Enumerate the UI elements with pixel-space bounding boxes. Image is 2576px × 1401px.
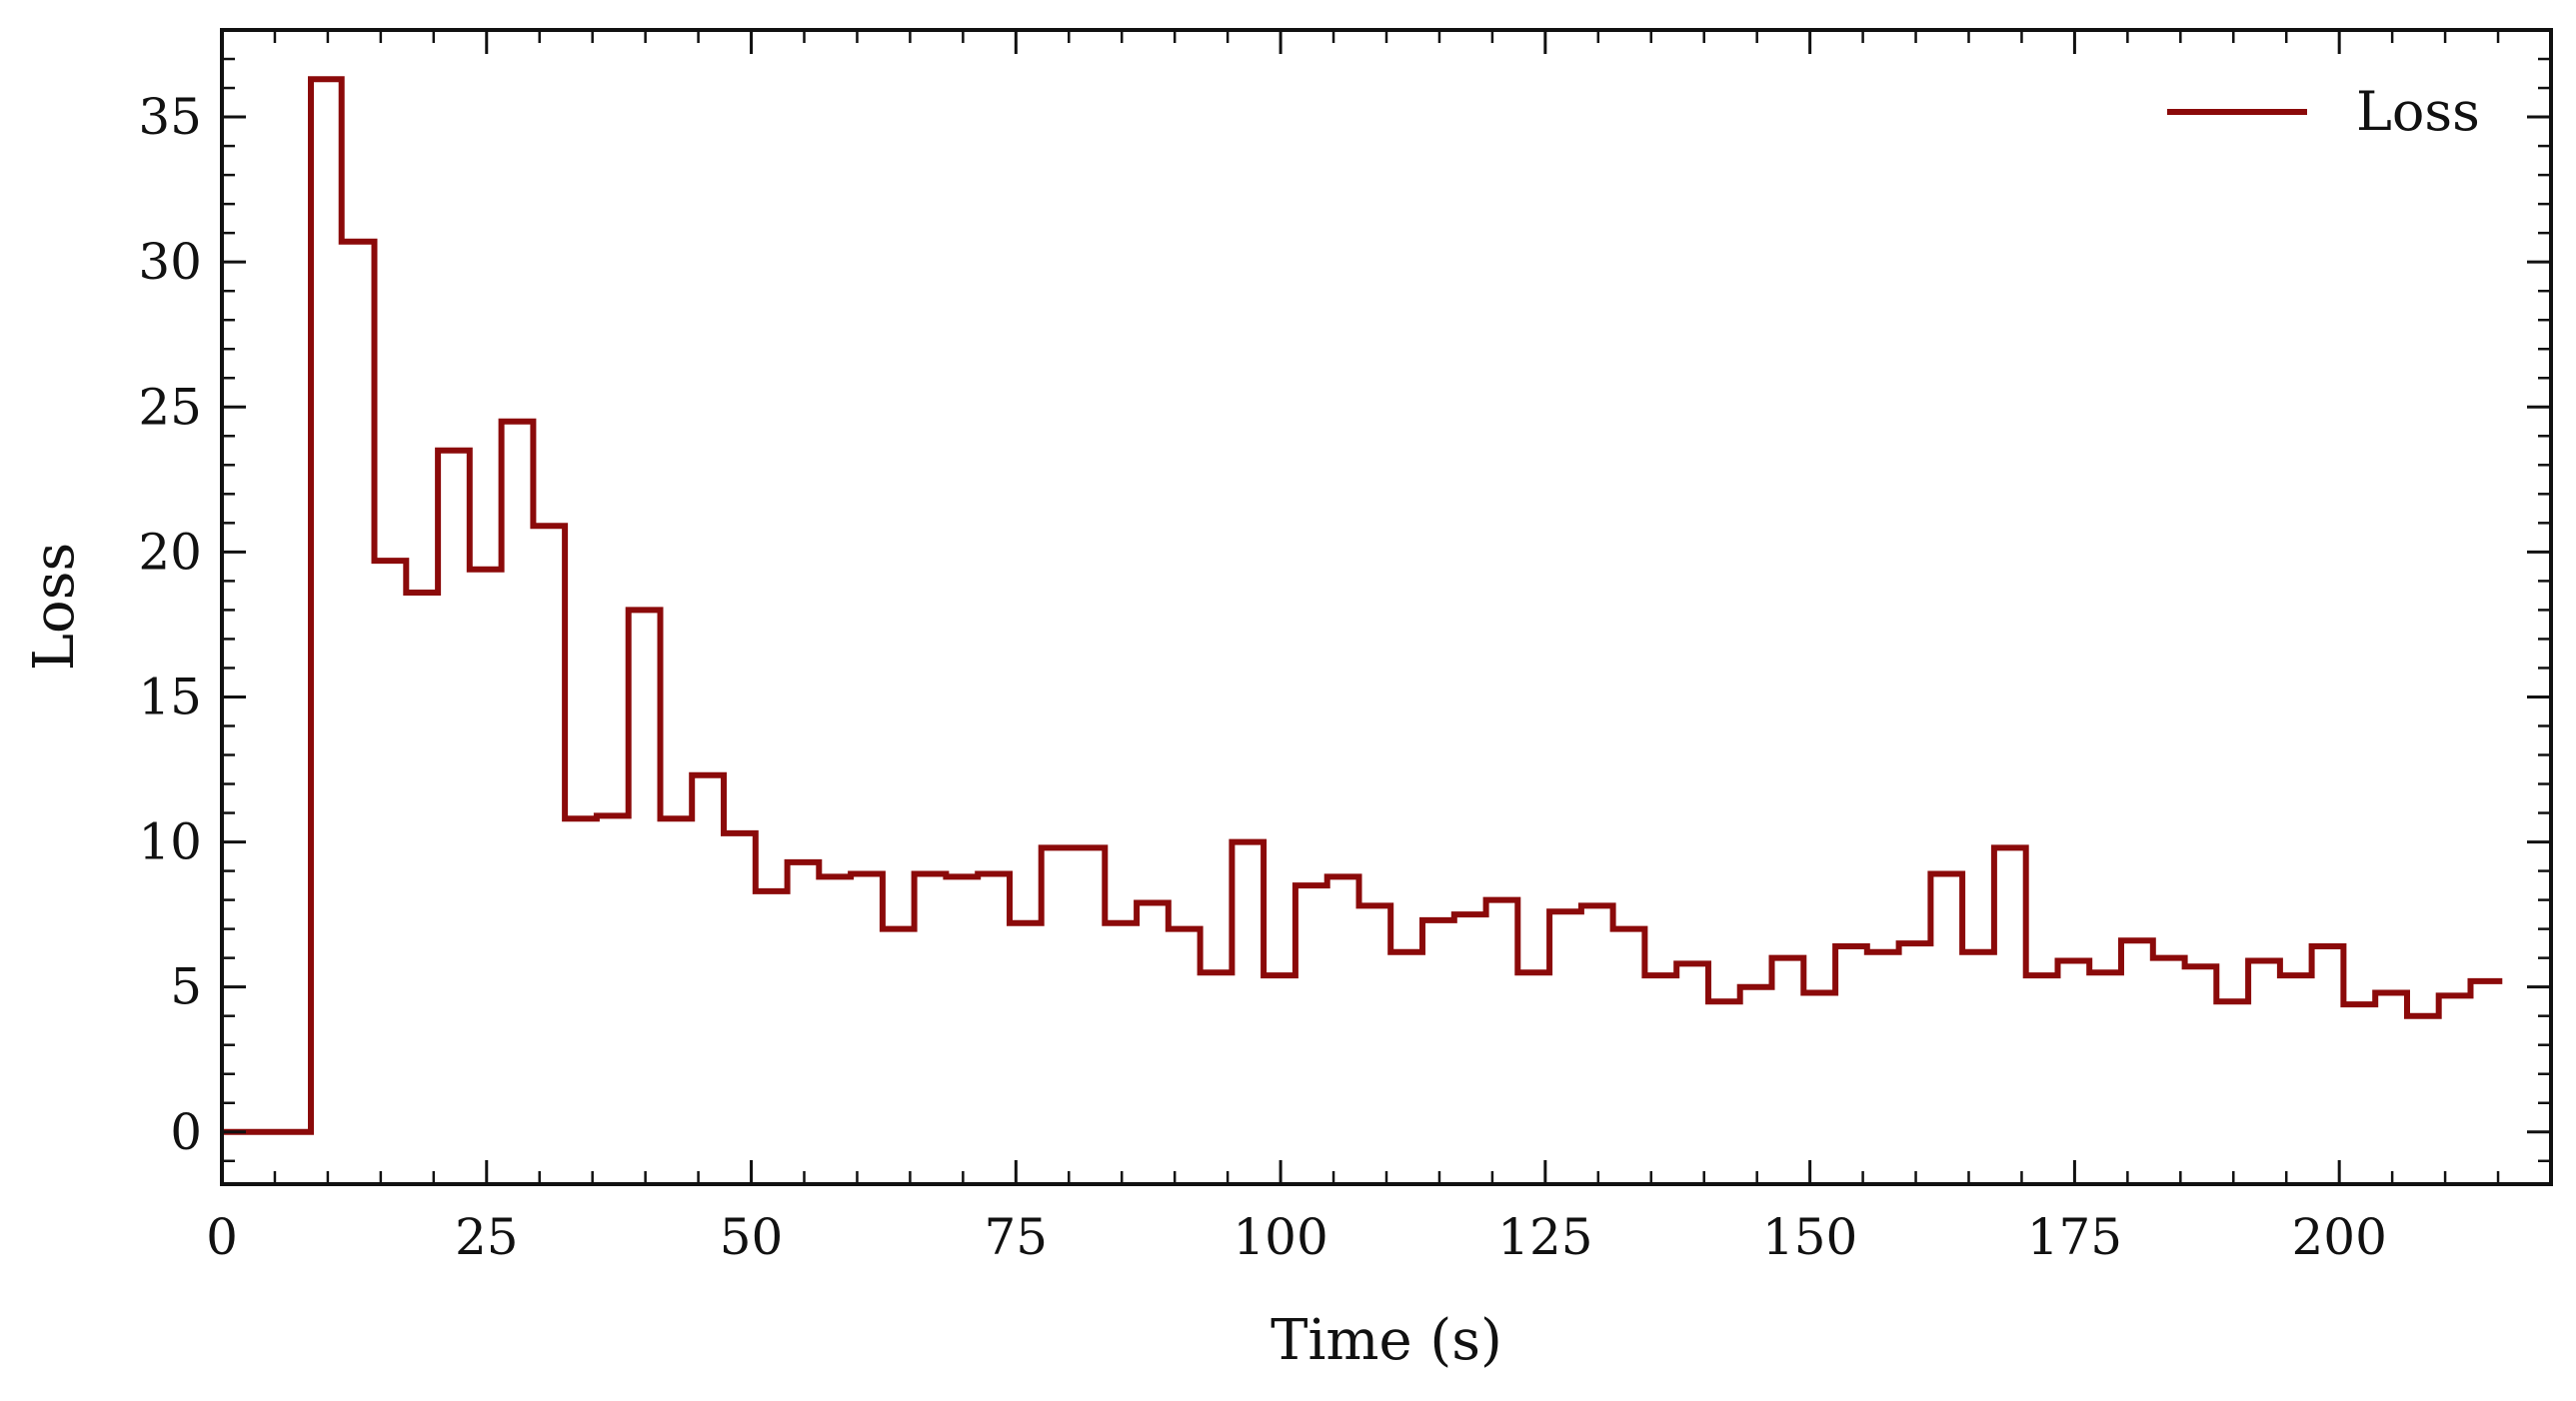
y-axis-label: Loss <box>22 543 87 671</box>
y-tick-label: 0 <box>170 1103 202 1161</box>
x-tick-label: 200 <box>2291 1208 2386 1266</box>
x-axis-label: Time (s) <box>1271 1308 1502 1373</box>
y-tick-label: 25 <box>138 378 202 436</box>
x-tick-label: 125 <box>1497 1208 1592 1266</box>
y-tick-label: 35 <box>138 88 202 146</box>
x-tick-label: 25 <box>455 1208 519 1266</box>
x-tick-label: 150 <box>1762 1208 1857 1266</box>
tick-labels-layer: 0 25 50 75 100 125 150 175 200 0 5 10 15 20 25 30 35 <box>138 88 2387 1266</box>
y-tick-label: 20 <box>138 523 202 581</box>
ticks-layer <box>220 28 2553 1184</box>
series-layer <box>222 76 2503 1135</box>
y-tick-label: 15 <box>138 668 202 725</box>
x-tick-label: 0 <box>206 1208 238 1266</box>
plot-frame <box>220 28 2553 1186</box>
legend-label-loss: Loss <box>2356 80 2480 143</box>
y-tick-label: 10 <box>138 813 202 871</box>
series-line-loss <box>222 76 2503 1135</box>
plot-area <box>222 30 2551 1184</box>
y-tick-label: 30 <box>138 233 202 291</box>
y-tick-label: 5 <box>170 958 202 1016</box>
x-tick-label: 100 <box>1233 1208 1327 1266</box>
x-tick-label: 75 <box>985 1208 1049 1266</box>
legend: Loss <box>2167 80 2480 143</box>
x-tick-label: 175 <box>2027 1208 2122 1266</box>
x-tick-label: 50 <box>720 1208 784 1266</box>
